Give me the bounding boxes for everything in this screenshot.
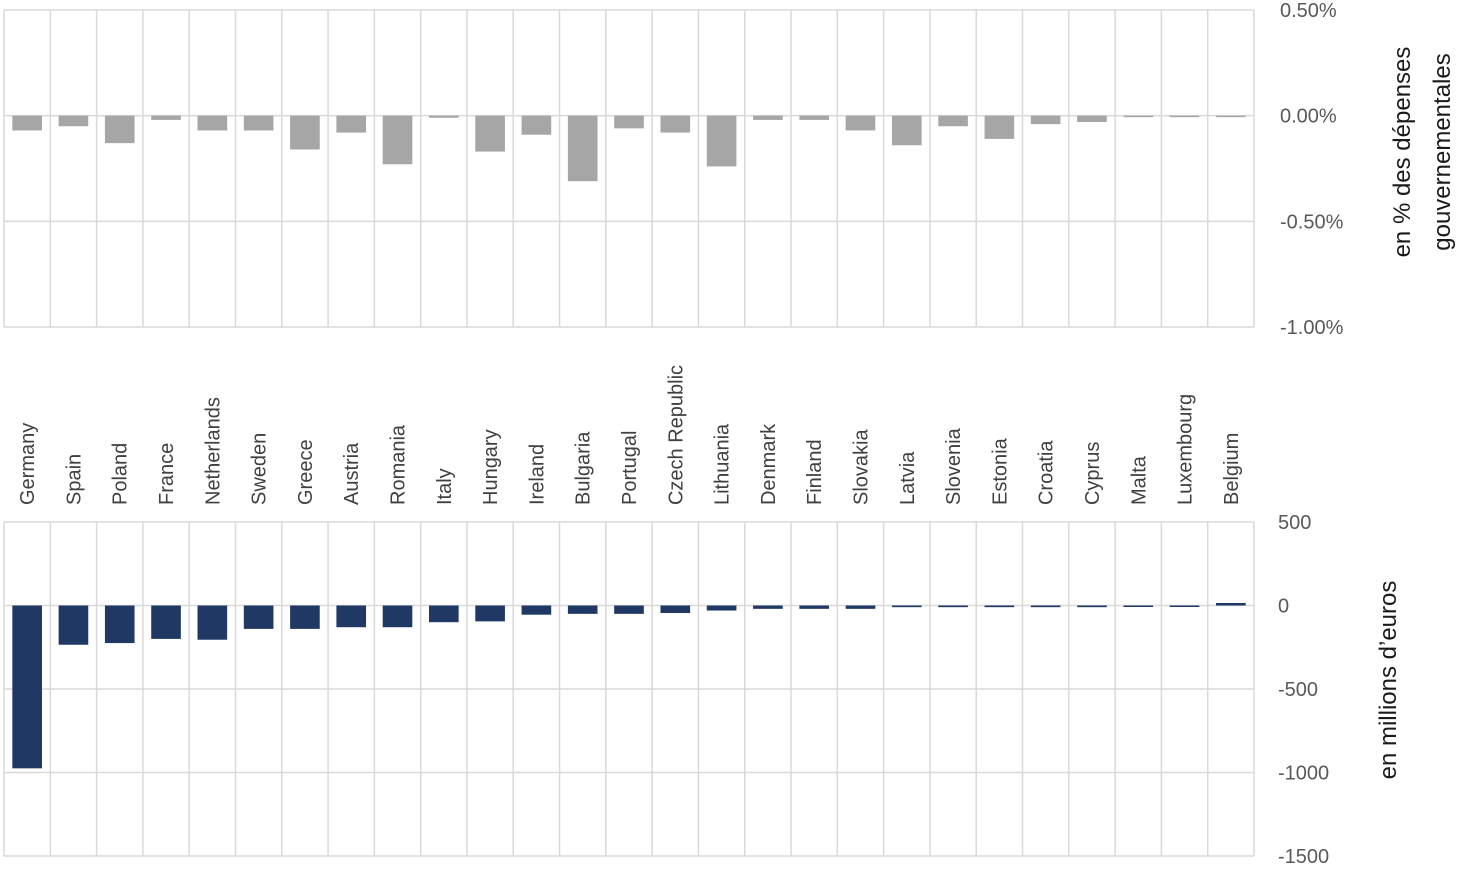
panel1-bar-netherlands bbox=[197, 115, 228, 131]
panel1-bar-ireland bbox=[521, 115, 552, 135]
panel1-bar-spain bbox=[58, 115, 89, 127]
panel2-bar-spain bbox=[58, 605, 89, 645]
panel2-bar-greece bbox=[290, 605, 320, 629]
panel1-bar-finland bbox=[799, 115, 829, 120]
panel2-bar-cyprus bbox=[1077, 605, 1107, 608]
panel1-bar-malta bbox=[1123, 115, 1154, 118]
category-label-austria: Austria bbox=[341, 442, 363, 505]
panel2-bar-czech-republic bbox=[660, 605, 691, 614]
category-label-spain: Spain bbox=[63, 454, 85, 505]
panel2-bar-austria bbox=[336, 605, 367, 628]
panel1-bar-latvia bbox=[891, 115, 922, 146]
panel1-bar-croatia bbox=[1030, 115, 1061, 125]
category-label-sweden: Sweden bbox=[249, 433, 271, 505]
category-label-latvia: Latvia bbox=[897, 451, 919, 505]
panel2-ytick-label: -1000 bbox=[1278, 763, 1329, 785]
panel2-ytick-label: 0 bbox=[1278, 596, 1289, 618]
category-label-romania: Romania bbox=[388, 424, 410, 505]
panel2-bar-malta bbox=[1123, 605, 1154, 607]
panel1-bar-estonia bbox=[984, 115, 1015, 139]
panel1-bar-slovenia bbox=[938, 115, 968, 127]
panel2-bar-denmark bbox=[753, 605, 783, 609]
panel1-ytick-label: -1.00% bbox=[1280, 317, 1344, 339]
panel2-bar-sweden bbox=[243, 605, 274, 629]
panel2-bar-germany bbox=[12, 605, 42, 769]
panel1-bar-romania bbox=[382, 115, 413, 165]
panel2-bar-belgium bbox=[1216, 602, 1246, 606]
panel2-bar-france bbox=[151, 605, 181, 639]
category-label-malta: Malta bbox=[1128, 455, 1150, 505]
panel1-ylabel: gouvernementales bbox=[1429, 53, 1456, 250]
panel1-bar-denmark bbox=[753, 115, 783, 120]
panel2-bar-portugal bbox=[614, 605, 644, 614]
panel2-ytick-label: -500 bbox=[1278, 679, 1318, 701]
panel1-bar-lithuania bbox=[706, 115, 737, 167]
category-label-italy: Italy bbox=[434, 468, 456, 505]
category-label-slovenia: Slovenia bbox=[943, 427, 965, 505]
panel1-bar-bulgaria bbox=[567, 115, 598, 182]
panel1-bar-france bbox=[151, 115, 181, 120]
category-label-finland: Finland bbox=[804, 439, 826, 505]
panel1-bar-austria bbox=[336, 115, 367, 133]
category-label-denmark: Denmark bbox=[758, 423, 780, 505]
panel2-bar-netherlands bbox=[197, 605, 228, 640]
panel1-bar-italy bbox=[429, 115, 459, 118]
category-label-germany: Germany bbox=[17, 423, 39, 505]
panel1-bar-poland bbox=[104, 115, 135, 144]
category-label-bulgaria: Bulgaria bbox=[573, 431, 595, 505]
panel1-bar-germany bbox=[12, 115, 42, 131]
panel2-bar-hungary bbox=[475, 605, 505, 622]
panel1-bar-luxembourg bbox=[1169, 115, 1200, 118]
panel2-bar-slovakia bbox=[845, 605, 876, 609]
category-label-cyprus: Cyprus bbox=[1082, 442, 1104, 505]
category-label-belgium: Belgium bbox=[1221, 433, 1243, 505]
panel1-ytick-label: 0.00% bbox=[1280, 106, 1337, 128]
category-label-croatia: Croatia bbox=[1036, 440, 1058, 505]
panel1-bar-belgium bbox=[1216, 115, 1246, 118]
category-label-luxembourg: Luxembourg bbox=[1175, 394, 1197, 505]
panel1-bar-greece bbox=[290, 115, 320, 150]
panel1-bar-hungary bbox=[475, 115, 505, 152]
category-label-hungary: Hungary bbox=[480, 429, 502, 505]
panel2-bar-luxembourg bbox=[1169, 605, 1200, 607]
panel2-bar-finland bbox=[799, 605, 829, 609]
category-label-france: France bbox=[156, 443, 178, 505]
category-label-netherlands: Netherlands bbox=[202, 397, 224, 505]
category-label-poland: Poland bbox=[110, 443, 132, 505]
panel2-ytick-label: 500 bbox=[1278, 512, 1311, 534]
panel2-ylabel: en millions d’euros bbox=[1375, 581, 1402, 780]
panel2-bar-romania bbox=[382, 605, 413, 628]
panel1-ytick-label: -0.50% bbox=[1280, 211, 1344, 233]
category-label-portugal: Portugal bbox=[619, 431, 641, 506]
panel1-bar-sweden bbox=[243, 115, 274, 131]
category-label-greece: Greece bbox=[295, 439, 317, 505]
category-label-slovakia: Slovakia bbox=[850, 429, 872, 505]
panel2-bar-ireland bbox=[521, 605, 552, 615]
panel2-bar-croatia bbox=[1030, 605, 1061, 608]
panel1-bar-slovakia bbox=[845, 115, 876, 131]
panel2-bar-slovenia bbox=[938, 605, 968, 608]
panel1-bar-portugal bbox=[614, 115, 644, 129]
category-label-czech-republic: Czech Republic bbox=[665, 365, 687, 505]
panel2-bar-latvia bbox=[891, 605, 922, 608]
panel2-bar-italy bbox=[429, 605, 459, 623]
panel2-ytick-label: -1500 bbox=[1278, 846, 1329, 868]
panel2-bar-estonia bbox=[984, 605, 1015, 608]
panel1-bar-czech-republic bbox=[660, 115, 691, 133]
panel2-bar-poland bbox=[104, 605, 135, 644]
panel2-bar-lithuania bbox=[706, 605, 737, 611]
category-label-lithuania: Lithuania bbox=[712, 423, 734, 505]
category-label-ireland: Ireland bbox=[526, 444, 548, 505]
panel1-ylabel: en % des dépenses bbox=[1389, 47, 1416, 258]
category-label-estonia: Estonia bbox=[989, 437, 1011, 505]
panel1-ytick-label: 0.50% bbox=[1280, 0, 1337, 22]
panel2-bar-bulgaria bbox=[567, 605, 598, 614]
panel1-bar-cyprus bbox=[1077, 115, 1107, 123]
